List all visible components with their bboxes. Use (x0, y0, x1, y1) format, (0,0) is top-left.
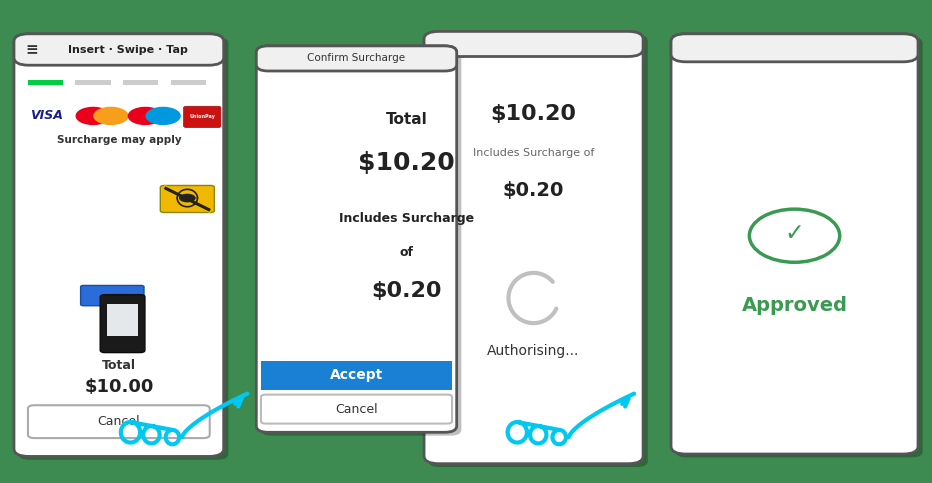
Text: Accept: Accept (330, 369, 383, 382)
Circle shape (128, 107, 163, 125)
Text: UnionPay: UnionPay (189, 114, 215, 119)
FancyBboxPatch shape (19, 37, 228, 460)
FancyBboxPatch shape (184, 106, 221, 128)
Circle shape (75, 107, 111, 125)
FancyBboxPatch shape (671, 34, 918, 454)
Text: of: of (400, 246, 414, 258)
Text: $0.20: $0.20 (503, 181, 564, 200)
Circle shape (93, 107, 129, 125)
Text: $0.20: $0.20 (371, 281, 442, 301)
Bar (28, 80, 63, 85)
Text: Total: Total (386, 112, 428, 127)
Text: Cancel: Cancel (336, 403, 377, 415)
Bar (106, 304, 139, 336)
FancyBboxPatch shape (28, 405, 210, 438)
Text: ✓: ✓ (785, 221, 804, 245)
Text: Cancel: Cancel (98, 415, 140, 428)
Bar (171, 80, 206, 85)
FancyBboxPatch shape (429, 35, 648, 467)
Text: $10.00: $10.00 (84, 378, 154, 397)
Text: Approved: Approved (742, 296, 847, 315)
Bar (75, 80, 111, 85)
FancyBboxPatch shape (676, 37, 923, 457)
Text: Includes Surcharge of: Includes Surcharge of (473, 148, 595, 158)
Text: $10.20: $10.20 (358, 151, 455, 175)
FancyBboxPatch shape (160, 185, 214, 213)
FancyBboxPatch shape (256, 46, 457, 71)
Text: $10.20: $10.20 (490, 104, 577, 125)
Circle shape (145, 107, 181, 125)
Text: Surcharge may apply: Surcharge may apply (57, 135, 181, 145)
Bar (261, 361, 452, 390)
FancyBboxPatch shape (424, 31, 643, 464)
FancyBboxPatch shape (14, 34, 224, 456)
Text: Total: Total (102, 359, 136, 372)
FancyBboxPatch shape (671, 34, 918, 62)
FancyBboxPatch shape (14, 34, 224, 65)
Text: VISA: VISA (30, 110, 63, 122)
FancyBboxPatch shape (101, 295, 145, 353)
Circle shape (179, 194, 196, 202)
Text: Confirm Surcharge: Confirm Surcharge (308, 54, 405, 63)
Text: Authorising...: Authorising... (487, 344, 580, 358)
FancyBboxPatch shape (256, 46, 457, 432)
FancyBboxPatch shape (80, 285, 144, 306)
FancyBboxPatch shape (261, 395, 452, 424)
Text: Insert · Swipe · Tap: Insert · Swipe · Tap (68, 44, 188, 55)
FancyBboxPatch shape (261, 49, 461, 436)
Text: ≡: ≡ (25, 42, 38, 57)
Bar (123, 80, 158, 85)
FancyBboxPatch shape (424, 31, 643, 57)
Text: Includes Surcharge: Includes Surcharge (339, 212, 474, 225)
